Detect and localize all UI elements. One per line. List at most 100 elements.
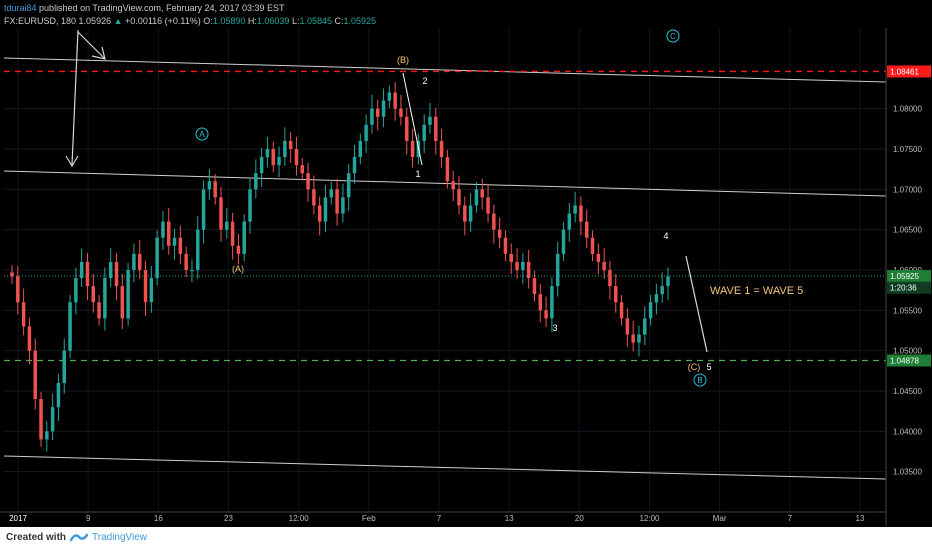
candle — [666, 276, 670, 287]
candle — [27, 326, 32, 351]
candle — [114, 261, 119, 287]
candle — [619, 302, 624, 319]
x-tick-label: 20 — [575, 514, 584, 523]
candle — [207, 181, 212, 190]
channel-line — [3, 57, 887, 83]
candle — [236, 245, 241, 254]
candle — [492, 213, 496, 230]
wave-labels: (B) 2 1 A (A) 3 4 C (C) 5B WAVE 1 = WAVE 5 — [195, 29, 803, 387]
price-change: +0.00116 (+0.11%) — [125, 16, 201, 26]
candle — [625, 318, 630, 335]
candle — [602, 261, 606, 270]
created-with-text: Created with — [6, 532, 67, 543]
symbol-line: FX:EURUSD, 180 1.05926 ▲ +0.00116 (+0.11… — [4, 16, 376, 26]
candle — [137, 253, 142, 270]
candle — [190, 270, 194, 271]
candle — [288, 140, 293, 149]
candle — [614, 286, 618, 303]
candle — [410, 140, 415, 158]
candle — [457, 189, 461, 206]
candle — [393, 92, 397, 109]
candle — [561, 229, 566, 254]
wave-line — [402, 72, 423, 166]
candle — [608, 270, 612, 287]
candle — [584, 221, 589, 238]
tradingview-brand-link[interactable]: TradingView — [92, 532, 148, 543]
candle — [45, 431, 49, 440]
candle — [468, 205, 473, 222]
y-tick-label: 1.06500 — [893, 226, 922, 235]
x-tick-label: 2017 — [9, 514, 27, 523]
y-tick-label: 1.03500 — [893, 468, 922, 477]
x-tick-label: 12:00 — [639, 514, 660, 523]
candle — [283, 140, 287, 158]
x-tick-label: 13 — [856, 514, 865, 523]
candle — [439, 140, 444, 158]
candle — [463, 205, 467, 222]
candle — [375, 108, 380, 117]
candle — [370, 108, 374, 125]
candle — [654, 294, 659, 303]
candle — [225, 221, 229, 230]
channel-line — [3, 170, 887, 197]
candle — [637, 334, 641, 343]
candle — [648, 302, 653, 319]
price-tag-box — [887, 354, 931, 367]
candle — [532, 278, 537, 295]
candle — [85, 261, 90, 287]
trend-channel — [3, 57, 887, 480]
wave-label-circle — [693, 373, 707, 387]
candles — [10, 82, 670, 452]
x-tick-label: Feb — [362, 514, 376, 523]
x-tick-label: 7 — [437, 514, 442, 523]
candle — [486, 197, 490, 214]
last-price: 1.05926 — [78, 16, 112, 26]
candle — [132, 253, 136, 270]
publish-line: tdurai84 published on TradingView.com, F… — [4, 3, 285, 13]
wave-label: A — [199, 130, 205, 139]
candle — [68, 302, 72, 351]
x-axis: 2017 9 16 23 12:00 Feb 7 13 20 12:00 Mar 7 13 — [0, 511, 886, 523]
candle — [550, 286, 554, 319]
open-value: 1.05890 — [212, 16, 246, 26]
candle — [474, 189, 479, 206]
candle — [62, 350, 66, 383]
low-label: L: — [291, 16, 300, 26]
candle — [544, 310, 548, 319]
candle — [567, 213, 572, 230]
candle — [381, 100, 386, 117]
candle — [643, 318, 647, 335]
candle — [172, 237, 177, 246]
candle — [358, 140, 363, 158]
candle — [271, 149, 275, 166]
x-tick-label: 9 — [86, 514, 91, 523]
candle — [201, 189, 206, 230]
candle — [149, 278, 154, 303]
symbol-label[interactable]: FX:EURUSD, 180 — [4, 16, 77, 26]
candle — [265, 149, 270, 158]
y-axis: 1.035001.040001.045001.050001.055001.060… — [885, 28, 922, 526]
tradingview-logo-icon[interactable] — [70, 531, 88, 545]
footer: Created with TradingView — [0, 527, 932, 550]
candle — [230, 221, 235, 246]
y-tick-label: 1.07000 — [893, 185, 922, 194]
candle — [74, 278, 78, 303]
price-tag-label: 1.05925 — [890, 272, 919, 281]
candle — [590, 237, 595, 254]
candle — [178, 237, 183, 254]
candle — [248, 189, 252, 222]
author-link[interactable]: tdurai84 — [4, 3, 37, 13]
candle — [108, 261, 113, 279]
candle — [219, 197, 223, 230]
wave-label: B — [697, 376, 702, 385]
y-tick-label: 1.04500 — [893, 387, 922, 396]
candle — [91, 286, 96, 303]
candle — [143, 270, 148, 303]
candle — [213, 181, 217, 198]
wave-annotation: WAVE 1 = WAVE 5 — [710, 285, 803, 297]
candle — [497, 229, 502, 238]
x-tick-label: 12:00 — [289, 514, 310, 523]
y-tick-label: 1.05000 — [893, 347, 922, 356]
candle — [79, 261, 84, 279]
